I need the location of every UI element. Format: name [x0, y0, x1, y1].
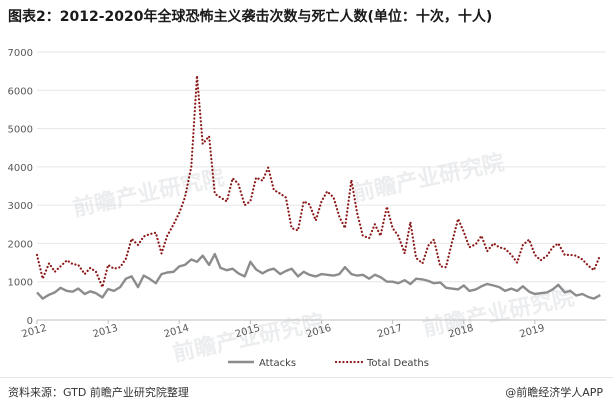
- watermark: 前瞻产业研究院: [351, 149, 507, 206]
- series-line-attacks: [36, 252, 601, 300]
- watermark: 前瞻产业研究院: [71, 164, 227, 221]
- y-tick-label: 0: [27, 316, 33, 327]
- x-tick-label: 2014: [163, 323, 190, 341]
- y-tick-label: 1000: [8, 278, 33, 289]
- x-tick-label: 2013: [92, 323, 119, 341]
- x-tick-label: 2012: [21, 323, 48, 341]
- y-tick-label: 4000: [8, 163, 33, 174]
- x-tick-label: 2017: [376, 323, 403, 341]
- chart-title: 图表2：2012-2020年全球恐怖主义袭击次数与死亡人数(单位：十次，十人): [8, 9, 493, 25]
- series-line-total-deaths: [35, 74, 602, 289]
- source-note: 资料来源：GTD 前瞻产业研究院整理: [8, 386, 189, 399]
- watermark: 前瞻产业研究院: [171, 309, 327, 366]
- x-tick-label: 2019: [518, 323, 545, 341]
- legend-label-total-deaths: Total Deaths: [366, 358, 429, 369]
- legend: Attacks Total Deaths: [228, 358, 429, 369]
- brand-label: @前瞻经济学人APP: [505, 386, 603, 399]
- y-tick-label: 2000: [8, 239, 33, 250]
- watermark: 前瞻产业研究院: [421, 284, 577, 341]
- legend-label-attacks: Attacks: [259, 358, 296, 369]
- footer-divider: [0, 377, 613, 378]
- series-layer: [35, 74, 602, 300]
- y-tick-label: 6000: [8, 86, 33, 97]
- y-tick-label: 3000: [8, 201, 33, 212]
- y-tick-label: 7000: [8, 48, 33, 59]
- footer: 资料来源：GTD 前瞻产业研究院整理 @前瞻经济学人APP: [0, 384, 613, 408]
- y-tick-label: 5000: [8, 125, 33, 136]
